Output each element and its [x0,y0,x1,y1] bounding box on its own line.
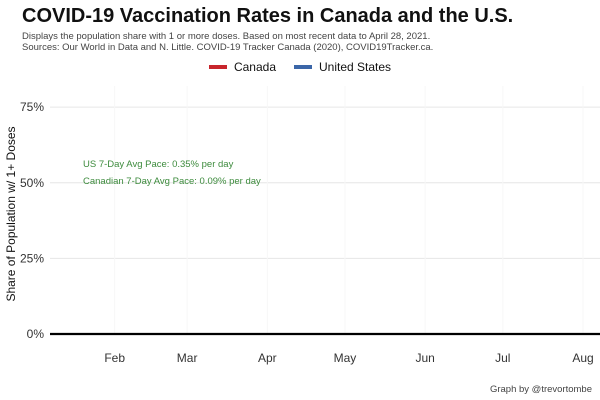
x-tick-label: Apr [258,351,277,365]
graph-credit: Graph by @trevortombe [489,384,592,395]
x-tick-label: Jul [495,351,510,365]
y-axis-title: Share of Population w/ 1+ Doses [4,126,18,301]
subtitle-line-1: Displays the population share with 1 or … [22,31,431,42]
grid-lines [50,86,600,334]
tick-labels: 75% 50% 25% 0% Feb Mar Apr May Jun Jul Aug [20,100,594,365]
legend-item-united-states: United States [294,60,391,74]
y-tick-label: 75% [20,100,44,114]
annotations: US 7-Day Avg Pace: 0.35% per day Canadian… [83,159,261,187]
legend-label-united-states: United States [319,60,392,74]
chart-title: COVID-19 Vaccination Rates in Canada and… [22,5,514,27]
pace-annotation: Canadian 7-Day Avg Pace: 0.09% per day [83,176,261,187]
x-tick-label: Aug [572,351,593,365]
subtitle-line-2: Sources: Our World in Data and N. Little… [22,42,434,53]
chart-subtitle: Displays the population share with 1 or … [22,31,433,53]
legend-label-canada: Canada [233,60,276,74]
legend-swatch-canada [208,65,227,69]
legend-item-canada: Canada [208,60,276,74]
x-tick-label: Feb [104,351,125,365]
y-tick-label: 0% [27,327,45,341]
x-tick-label: Mar [177,351,198,365]
x-tick-label: May [334,351,357,365]
y-tick-label: 25% [20,251,44,265]
chart-legend: Canada United States [0,60,600,74]
legend-swatch-united-states [294,65,312,69]
y-tick-label: 50% [20,176,44,190]
pace-annotation: US 7-Day Avg Pace: 0.35% per day [83,159,234,170]
x-tick-label: Jun [415,351,434,365]
